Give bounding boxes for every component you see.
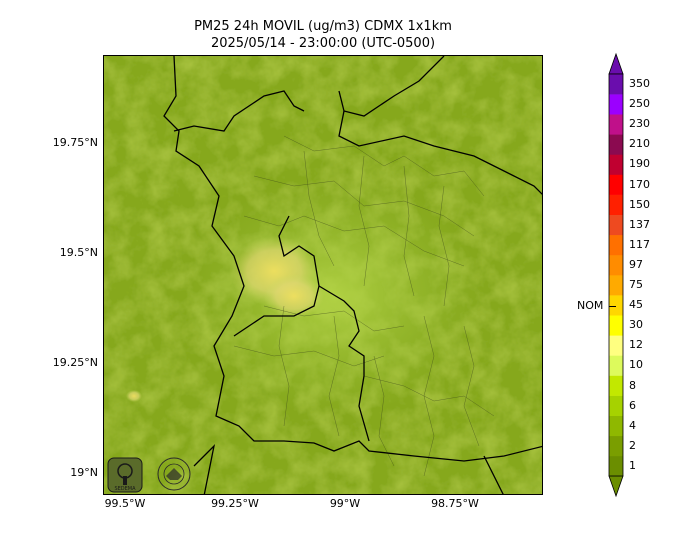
- x-tick-label: 99.5°W: [104, 497, 146, 510]
- colorbar-segment: [609, 295, 623, 316]
- y-tick-label: 19°N: [70, 466, 98, 479]
- colorbar-label: 30: [629, 318, 643, 332]
- colorbar: [608, 52, 624, 498]
- colorbar-label: 75: [629, 278, 643, 292]
- colorbar-segment: [609, 395, 623, 416]
- colorbar-segment: [609, 275, 623, 296]
- colorbar-label: 45: [629, 298, 643, 312]
- colorbar-segment: [609, 415, 623, 437]
- pm25-map[interactable]: SEDEMA: [103, 55, 543, 495]
- colorbar-frame: [608, 73, 624, 477]
- hotspot-sw: [126, 390, 142, 402]
- colorbar-label: 210: [629, 137, 650, 151]
- colorbar-label: 97: [629, 257, 643, 271]
- colorbar-label: 170: [629, 177, 650, 191]
- nom-label: NOM: [577, 299, 604, 312]
- colorbar-label: 230: [629, 117, 650, 131]
- svg-text:SEDEMA: SEDEMA: [114, 486, 136, 492]
- colorbar-segment: [609, 194, 623, 215]
- colorbar-segment: [609, 335, 623, 356]
- x-tick-label: 98.75°W: [431, 497, 479, 510]
- sedema-logo: SEDEMA: [107, 457, 143, 493]
- colorbar-label: 150: [629, 197, 650, 211]
- state-boundaries: [163, 56, 542, 494]
- colorbar-segment: [609, 355, 623, 376]
- y-tick-label: 19.5°N: [59, 246, 98, 259]
- colorbar-segment: [609, 315, 623, 336]
- colorbar-label: 190: [629, 157, 650, 171]
- map-timestamp: 2025/05/14 - 23:00:00 (UTC-0500): [210, 36, 436, 51]
- urban-haze: [184, 176, 484, 416]
- colorbar-segment: [609, 214, 623, 236]
- colorbar-label: 4: [629, 418, 636, 432]
- hotspot-center: [264, 274, 324, 318]
- colorbar-extend-high: [608, 52, 624, 75]
- colorbar-segment: [609, 234, 623, 256]
- map-svg: SEDEMA: [104, 56, 542, 494]
- colorbar-label: 137: [629, 217, 650, 231]
- colorbar-segment: [609, 74, 623, 95]
- colorbar-segment: [609, 435, 623, 457]
- colorbar-segment: [609, 94, 623, 115]
- colorbar-label: 6: [629, 398, 636, 412]
- x-tick-label: 99°W: [329, 497, 361, 510]
- y-tick-label: 19.25°N: [52, 356, 98, 369]
- colorbar-segment: [609, 375, 623, 396]
- colorbar-label: 8: [629, 378, 636, 392]
- y-tick-label: 19.75°N: [52, 136, 98, 149]
- colorbar-segment: [609, 114, 623, 135]
- x-tick-label: 99.25°W: [211, 497, 259, 510]
- colorbar-segment: [609, 154, 623, 175]
- colorbar-label: 117: [629, 237, 650, 251]
- colorbar-label: 12: [629, 338, 643, 352]
- map-title: PM25 24h MOVIL (ug/m3) CDMX 1x1km: [194, 19, 452, 34]
- colorbar-segment: [609, 455, 623, 477]
- colorbar-segment: [609, 134, 623, 155]
- colorbar-label: 10: [629, 358, 643, 372]
- cdmx-seal: [157, 457, 191, 491]
- colorbar-segment: [609, 174, 623, 195]
- colorbar-segment: [609, 254, 623, 276]
- colorbar-label: 250: [629, 97, 650, 111]
- nom-tick: [609, 306, 616, 307]
- colorbar-label: 2: [629, 438, 636, 452]
- colorbar-label: 350: [629, 77, 650, 91]
- colorbar-label: 1: [629, 458, 636, 472]
- colorbar-extend-low: [608, 475, 624, 498]
